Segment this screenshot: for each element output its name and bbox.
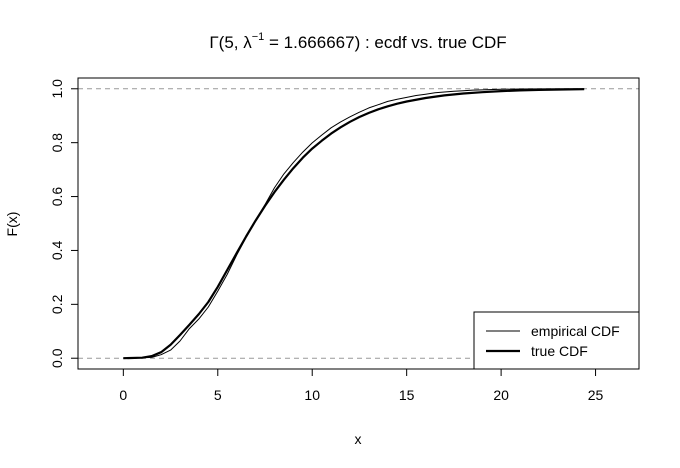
chart-title-suffix: = 1.666667) : ecdf vs. true CDF (264, 33, 506, 52)
reference-lines (78, 88, 639, 359)
x-tick-label: 15 (399, 387, 415, 403)
y-tick-label: 0.8 (49, 133, 65, 153)
series-line-empirical-cdf (130, 88, 585, 359)
x-axis-label: x (355, 431, 362, 447)
chart-title-prefix: Γ(5, λ (209, 33, 252, 52)
chart-title: Γ(5, λ−1 = 1.666667) : ecdf vs. true CDF (209, 31, 506, 52)
legend-box (473, 311, 640, 370)
legend-label-empirical: empirical CDF (531, 323, 620, 339)
y-tick-label: 0.6 (49, 187, 65, 207)
y-axis-label: F(x) (4, 212, 20, 237)
x-tick-label: 5 (214, 387, 222, 403)
x-tick-label: 25 (588, 387, 604, 403)
y-tick-label: 1.0 (49, 79, 65, 99)
chart-title-superscript: −1 (252, 31, 265, 43)
x-tick-label: 10 (304, 387, 320, 403)
x-axis: 0 5 10 15 20 25 (119, 368, 604, 403)
legend-label-true: true CDF (531, 343, 588, 359)
y-axis: 0.0 0.2 0.4 0.6 0.8 1.0 (49, 79, 79, 368)
series-layer (123, 88, 585, 360)
x-tick-label: 20 (493, 387, 509, 403)
y-tick-label: 0.4 (49, 241, 65, 261)
legend: empirical CDF true CDF (473, 311, 640, 370)
x-tick-label: 0 (119, 387, 127, 403)
y-tick-label: 0.2 (49, 294, 65, 314)
series-line-true-cdf (123, 88, 585, 360)
y-tick-label: 0.0 (49, 348, 65, 368)
